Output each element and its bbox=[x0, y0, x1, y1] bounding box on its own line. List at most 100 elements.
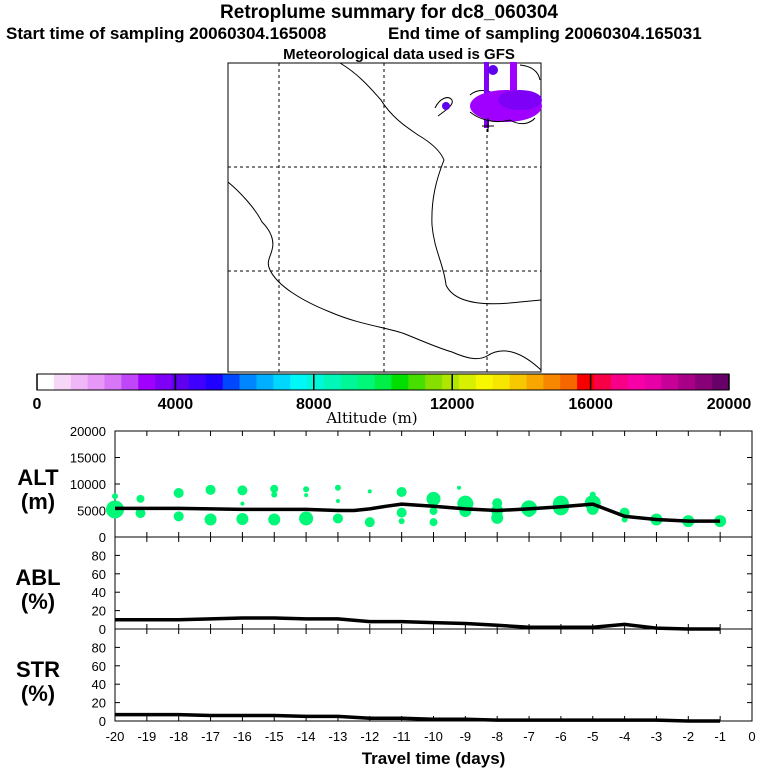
x-tick-label: -7 bbox=[523, 729, 535, 744]
y-tick-label: 80 bbox=[92, 640, 106, 655]
colorbar-swatch bbox=[627, 374, 646, 390]
plume-outline bbox=[469, 111, 536, 125]
x-tick-label: -8 bbox=[491, 729, 503, 744]
series-line bbox=[115, 616, 721, 631]
colorbar-tick-label: 0 bbox=[33, 396, 42, 413]
x-tick-label: -13 bbox=[329, 729, 348, 744]
altitude-point bbox=[135, 508, 146, 519]
series-line bbox=[115, 712, 721, 723]
panel-abl: 0 20 40 60 80 ABL(%) bbox=[15, 536, 753, 637]
colorbar-swatch bbox=[374, 374, 392, 390]
panel-label-units: (%) bbox=[21, 681, 55, 706]
panel-label: ALT bbox=[17, 465, 59, 490]
altitude-point bbox=[714, 515, 727, 528]
colorbar-swatch bbox=[357, 374, 376, 390]
x-tick-label: -16 bbox=[233, 729, 252, 744]
x-tick-label: -14 bbox=[297, 729, 316, 744]
y-tick-label: 20 bbox=[92, 696, 106, 711]
x-axis-title: Travel time (days) bbox=[362, 749, 506, 768]
y-tick-label: 40 bbox=[92, 677, 106, 692]
y-tick-label: 0 bbox=[99, 714, 106, 729]
altitude-point bbox=[270, 484, 279, 493]
y-tick-label: 20000 bbox=[70, 424, 106, 439]
altitude-point bbox=[304, 493, 309, 498]
colorbar-swatch bbox=[121, 374, 139, 390]
colorbar-swatch bbox=[205, 374, 224, 390]
colorbar-tick-label: 16000 bbox=[568, 396, 613, 413]
x-tick-label: -19 bbox=[137, 729, 156, 744]
altitude-point bbox=[456, 485, 461, 490]
colorbar-swatch bbox=[492, 374, 511, 390]
panel-label-units: (%) bbox=[21, 589, 55, 614]
colorbar-swatch bbox=[273, 374, 291, 390]
colorbar-tick-label: 20000 bbox=[707, 396, 752, 413]
colorbar-swatch bbox=[290, 374, 308, 390]
colorbar-swatch bbox=[442, 374, 460, 390]
y-tick-label: 60 bbox=[92, 567, 106, 582]
altitude-colorbar: 0 4000 8000 12000 16000 20000 bbox=[33, 373, 752, 413]
altitude-point bbox=[112, 493, 118, 500]
plume-mass bbox=[498, 90, 542, 110]
colorbar-swatch bbox=[222, 374, 241, 390]
colorbar-swatch bbox=[475, 374, 494, 390]
panel-frame bbox=[114, 536, 753, 630]
colorbar-tick-label: 8000 bbox=[296, 396, 332, 413]
altitude-point bbox=[237, 485, 248, 496]
x-tick-label: -5 bbox=[587, 729, 599, 744]
colorbar-swatch bbox=[323, 374, 342, 390]
altitude-point bbox=[240, 501, 245, 506]
y-tick-label: 20 bbox=[92, 604, 106, 619]
colorbar-swatch bbox=[577, 374, 595, 390]
colorbar-swatch bbox=[543, 374, 561, 390]
x-tick-label: -1 bbox=[714, 729, 726, 744]
panel-label: ABL bbox=[15, 565, 60, 590]
altitude-point bbox=[364, 517, 375, 528]
altitude-point bbox=[268, 513, 281, 526]
y-tick-label: 5000 bbox=[77, 504, 106, 519]
colorbar-swatch bbox=[307, 374, 325, 390]
y-tick-label: 80 bbox=[92, 548, 106, 563]
mean-altitude-line bbox=[115, 502, 721, 523]
altitude-point bbox=[236, 512, 249, 525]
colorbar-swatch bbox=[155, 374, 173, 390]
colorbar-swatch bbox=[610, 374, 629, 390]
colorbar-swatch bbox=[509, 374, 527, 390]
altitude-point bbox=[136, 494, 145, 503]
y-tick-label: 15000 bbox=[70, 451, 106, 466]
colorbar-tick-label: 4000 bbox=[158, 396, 194, 413]
altitude-point bbox=[204, 513, 217, 526]
altitude-point bbox=[332, 513, 343, 524]
x-tick-label: 0 bbox=[748, 729, 755, 744]
colorbar-swatch bbox=[87, 374, 106, 390]
altitude-point bbox=[396, 486, 407, 497]
colorbar-swatch bbox=[37, 374, 55, 390]
chart-title: Retroplume summary for dc8_060304 bbox=[220, 2, 558, 23]
y-tick-label: 0 bbox=[99, 530, 106, 545]
colorbar-swatch bbox=[239, 374, 257, 390]
colorbar-swatch bbox=[678, 374, 696, 390]
y-tick-label: 0 bbox=[99, 622, 106, 637]
plume-marker bbox=[488, 65, 498, 75]
panel-label-units: (m) bbox=[21, 489, 55, 514]
plume-streak bbox=[510, 62, 517, 112]
x-tick-label: -18 bbox=[169, 729, 188, 744]
plume-cluster bbox=[442, 62, 542, 132]
colorbar-swatch bbox=[340, 374, 359, 390]
colorbar-swatch bbox=[172, 374, 190, 390]
plume-marker bbox=[442, 102, 450, 110]
altitude-point bbox=[303, 486, 310, 493]
colorbar-swatch bbox=[408, 374, 426, 390]
altitude-point bbox=[271, 491, 278, 498]
altitude-point bbox=[335, 498, 340, 503]
altitude-point bbox=[398, 518, 405, 525]
x-tick-label: -15 bbox=[265, 729, 284, 744]
end-time-label: End time of sampling 20060304.165031 bbox=[388, 24, 702, 43]
colorbar-swatch bbox=[70, 374, 89, 390]
colorbar-swatch bbox=[695, 374, 713, 390]
x-tick-label: -17 bbox=[201, 729, 220, 744]
x-tick-label: -12 bbox=[360, 729, 379, 744]
y-tick-label: 40 bbox=[92, 585, 106, 600]
altitude-point bbox=[299, 511, 314, 526]
